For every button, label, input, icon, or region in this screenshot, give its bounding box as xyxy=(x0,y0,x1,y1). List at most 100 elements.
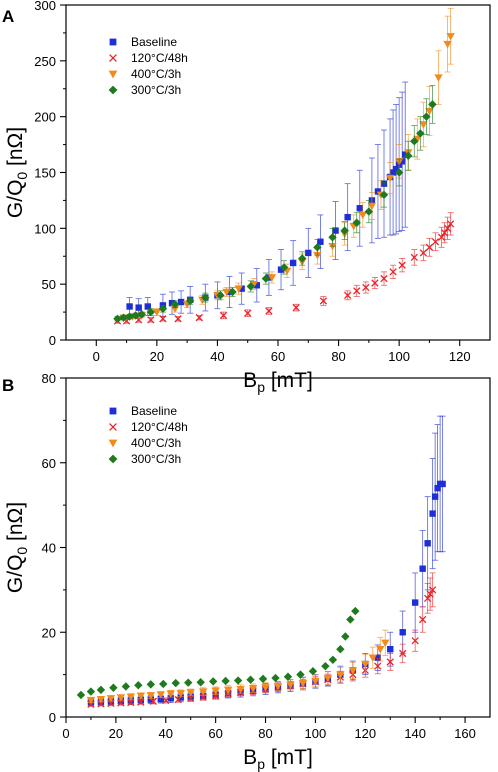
data-point-400-c-3h-8 xyxy=(222,288,231,297)
data-point-baseline-27 xyxy=(398,158,406,165)
data-point-300-c-3h-18 xyxy=(340,226,349,235)
data-point-120-c-48h-12 xyxy=(343,291,352,299)
data-point-300-c-3h-7 xyxy=(159,679,168,689)
data-point-120-c-48h-23-stroke-2 xyxy=(437,233,446,241)
x-tick-label-2: 40 xyxy=(210,349,224,364)
data-point-400-c-3h-16 xyxy=(261,684,270,692)
panel-b-y-axis-title: G/Q0 [nΩ] xyxy=(4,502,30,593)
data-point-300-c-3h-20 xyxy=(364,207,374,216)
y-tick-label-6: 300 xyxy=(34,0,56,13)
data-point-120-c-48h-9-stroke-2 xyxy=(265,307,273,315)
panel-a: A 0 20 40 60 80 100 120 0 50 100 150 200 250 300 Base… xyxy=(2,0,491,395)
data-point-baseline-17 xyxy=(332,227,339,234)
x-tick-label-6: 120 xyxy=(354,726,376,741)
data-point-400-c-3h-11 xyxy=(198,688,208,696)
data-point-400-c-3h-0 xyxy=(86,696,96,705)
data-point-400-c-3h-15 xyxy=(328,243,337,251)
b-y-axis-title-text: G/Q0 [nΩ] xyxy=(4,502,30,593)
x-tick-label-5: 100 xyxy=(305,726,327,741)
data-point-400-c-3h-1 xyxy=(96,696,106,704)
x-tick-label-7: 140 xyxy=(404,726,426,741)
data-point-120-c-48h-13-stroke-2 xyxy=(353,287,361,295)
data-point-baseline-30 xyxy=(424,540,431,547)
data-point-120-c-48h-5 xyxy=(137,698,145,706)
data-point-400-c-3h-7 xyxy=(156,691,165,699)
data-point-300-c-3h-2 xyxy=(96,685,106,695)
data-point-400-c-3h-10 xyxy=(249,280,258,289)
legend-label-400-c-3h: 400°C/3h xyxy=(131,67,181,81)
data-point-300-c-3h-1 xyxy=(119,313,128,322)
data-point-120-c-48h-7-stroke-2 xyxy=(162,696,170,705)
panel-a-y-axis-title: G/Q0 [nΩ] xyxy=(4,127,30,218)
data-point-300-c-3h-8 xyxy=(185,296,195,306)
data-point-400-c-3h-13 xyxy=(223,686,233,695)
data-point-400-c-3h-23 xyxy=(348,667,358,675)
data-point-300-c-3h-20 xyxy=(321,661,330,671)
data-point-120-c-48h-13 xyxy=(353,287,361,295)
data-point-300-c-3h-11 xyxy=(228,287,237,297)
data-point-baseline-35 xyxy=(439,480,446,488)
legend-label-baseline: Baseline xyxy=(131,35,177,49)
data-point-120-c-48h-26 xyxy=(399,649,407,658)
data-point-400-c-3h-17 xyxy=(273,682,283,691)
x-tick-label-1: 20 xyxy=(150,349,164,364)
x-tick-label-0: 0 xyxy=(93,349,100,364)
data-point-120-c-48h-26-stroke-2 xyxy=(446,220,455,228)
data-point-120-c-48h-20-stroke-2 xyxy=(419,249,428,257)
data-point-120-c-48h-31 xyxy=(428,586,437,594)
data-point-300-c-3h-0 xyxy=(76,690,86,700)
data-point-120-c-48h-11 xyxy=(211,692,220,700)
data-point-120-c-48h-20 xyxy=(419,249,428,257)
data-point-baseline-25 xyxy=(374,654,381,661)
data-point-120-c-48h-6-stroke-2 xyxy=(195,314,203,322)
panel-a-x-axis-title: Bp [mT] xyxy=(243,369,313,395)
y-tick-label-0: 0 xyxy=(49,710,56,725)
y-tick-label-3: 150 xyxy=(34,166,56,181)
a-x-axis-title-text: Bp [mT] xyxy=(243,369,313,395)
x-tick-label-1: 20 xyxy=(109,726,123,741)
data-point-300-c-3h-14 xyxy=(246,675,255,684)
data-point-baseline-1 xyxy=(135,304,142,311)
data-point-120-c-48h-15 xyxy=(371,279,379,287)
data-point-400-c-3h-20 xyxy=(311,677,320,686)
data-point-120-c-48h-23 xyxy=(437,233,446,241)
data-point-120-c-48h-9 xyxy=(187,694,195,703)
y-tick-label-2: 100 xyxy=(34,221,56,236)
x-tick-label-5: 100 xyxy=(388,349,410,364)
series-300-c-3h xyxy=(76,606,360,700)
data-point-400-c-3h-14 xyxy=(313,251,322,260)
data-point-120-c-48h-29 xyxy=(423,594,432,603)
data-point-120-c-48h-4-stroke-2 xyxy=(159,315,167,323)
data-point-120-c-48h-9 xyxy=(265,307,273,315)
data-point-300-c-3h-25 xyxy=(351,606,360,616)
legend-marker-300-c-3h xyxy=(108,85,118,95)
data-point-400-c-3h-27 xyxy=(434,74,443,82)
data-point-300-c-3h-19 xyxy=(308,667,318,676)
data-point-300-c-3h-4 xyxy=(137,310,146,319)
panel-a-legend: Baseline 120°C/48h 400°C/3h 300°C/3h xyxy=(108,35,188,97)
data-point-120-c-48h-4-stroke-2 xyxy=(127,698,135,707)
data-point-300-c-3h-14 xyxy=(279,263,289,272)
data-point-120-c-48h-25-stroke-2 xyxy=(443,224,452,232)
data-point-baseline-5 xyxy=(177,298,185,306)
legend-marker-120-c-48h-stroke-2 xyxy=(109,423,117,431)
data-point-120-c-48h-5 xyxy=(174,315,182,323)
data-point-baseline-21 xyxy=(374,188,382,195)
data-point-300-c-3h-9 xyxy=(201,293,210,302)
panel-b-legend: Baseline 120°C/48h 400°C/3h 300°C/3h xyxy=(108,404,188,466)
data-point-120-c-48h-0 xyxy=(87,700,95,708)
data-point-120-c-48h-5-stroke-2 xyxy=(137,698,145,706)
data-point-300-c-3h-21 xyxy=(379,190,389,200)
legend-marker-120-c-48h xyxy=(109,54,117,62)
b-y-axis-title-text-main: G/Q xyxy=(4,555,27,594)
data-point-300-c-3h-24 xyxy=(410,137,419,146)
data-point-120-c-48h-17-stroke-2 xyxy=(389,268,397,276)
data-point-baseline-0 xyxy=(126,303,133,310)
data-point-120-c-48h-3-stroke-2 xyxy=(147,316,155,324)
data-point-400-c-3h-27 xyxy=(381,639,390,648)
data-point-300-c-3h-22 xyxy=(394,168,404,177)
data-point-300-c-3h-11 xyxy=(208,677,218,686)
series-300-c-3h xyxy=(113,85,437,323)
data-point-300-c-3h-24 xyxy=(346,615,355,624)
panel-b-data xyxy=(76,415,446,708)
